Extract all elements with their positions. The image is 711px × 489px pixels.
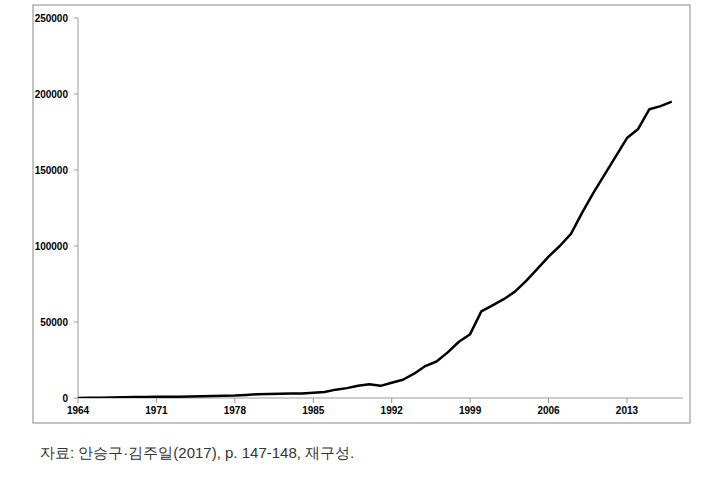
y-tick-label: 0 — [62, 393, 68, 404]
x-tick — [391, 398, 392, 403]
x-tick — [234, 398, 235, 403]
x-tick-label: 2013 — [616, 405, 639, 416]
y-tick — [74, 398, 78, 399]
chart: 0 50000 100000 150000 200000 250000 1964 1971 19… — [0, 0, 711, 489]
y-tick-label: 200000 — [35, 89, 69, 100]
y-tick-label: 150000 — [35, 165, 69, 176]
y-tick-label: 50000 — [40, 317, 68, 328]
x-tick-label: 1992 — [381, 405, 404, 416]
x-tick — [156, 398, 157, 403]
x-tick — [470, 398, 471, 403]
y-tick — [74, 94, 78, 95]
y-tick — [74, 18, 78, 19]
x-tick-label: 2006 — [537, 405, 560, 416]
x-tick — [626, 398, 627, 403]
x-tick — [313, 398, 314, 403]
y-tick — [74, 322, 78, 323]
x-tick-label: 1999 — [459, 405, 482, 416]
y-tick — [74, 170, 78, 171]
y-axis — [78, 18, 79, 398]
y-tick-label: 100000 — [35, 241, 69, 252]
line-series — [78, 102, 672, 398]
x-tick — [78, 398, 79, 403]
x-tick-label: 1964 — [67, 405, 90, 416]
x-tick — [548, 398, 549, 403]
plot-area — [78, 102, 672, 398]
y-tick-label: 250000 — [35, 13, 69, 24]
chart-frame — [33, 5, 690, 423]
y-tick — [74, 246, 78, 247]
x-tick-label: 1985 — [302, 405, 325, 416]
x-tick-label: 1978 — [224, 405, 247, 416]
source-note: 자료: 안승구·김주일(2017), p. 147-148, 재구성. — [40, 444, 354, 461]
x-tick-label: 1971 — [145, 405, 168, 416]
